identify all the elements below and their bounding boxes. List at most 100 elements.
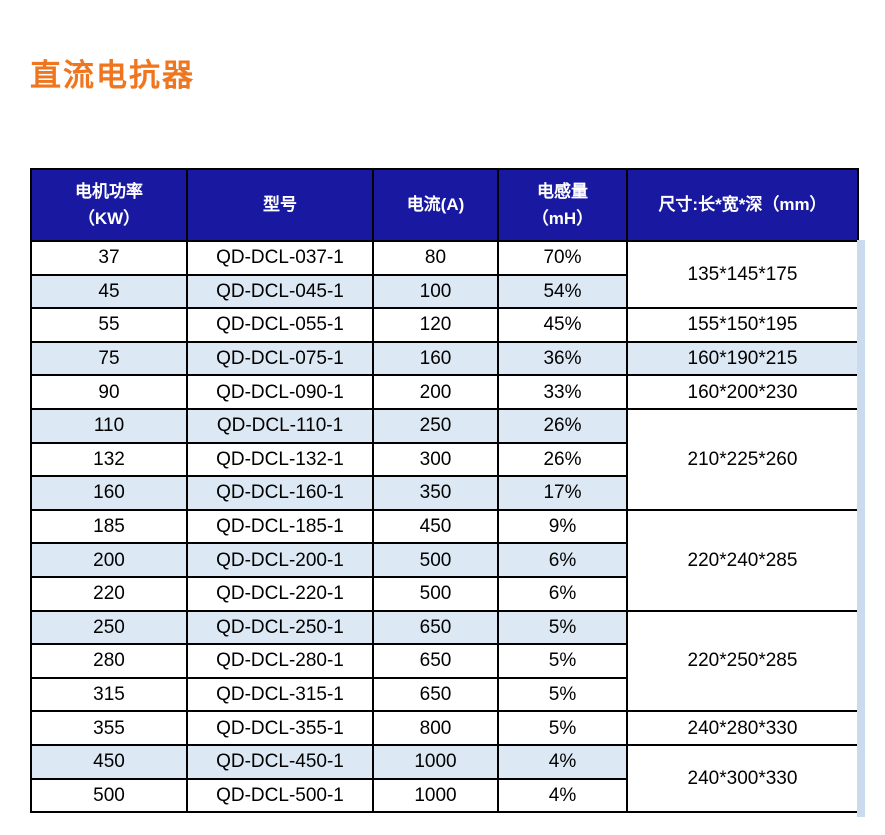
- table-row: 280 QD-DCL-280-1 650 5%: [30, 643, 858, 679]
- table-row: 220 QD-DCL-220-1 500 6%: [30, 575, 858, 612]
- table-row: 110 QD-DCL-110-1 250 26% 210*225*260: [30, 407, 859, 511]
- model-cell: QD-DCL-280-1: [186, 643, 374, 679]
- power-cell: 450: [30, 743, 188, 780]
- table-row: 450 QD-DCL-450-1 1000 4% 240*300*330: [30, 743, 859, 814]
- model-cell: QD-DCL-055-1: [186, 307, 374, 343]
- table-row: 355 QD-DCL-355-1 800 5% 240*280*330: [30, 710, 859, 746]
- dimensions-cell: 135*145*175: [626, 239, 859, 310]
- power-cell: 90: [30, 374, 188, 410]
- table-row: 90 QD-DCL-090-1 200 33% 160*200*230: [30, 374, 859, 410]
- model-cell: QD-DCL-250-1: [186, 609, 374, 646]
- current-cell: 650: [372, 676, 499, 713]
- dimensions-cell: 240*300*330: [626, 743, 859, 814]
- inductance-cell: 26%: [497, 441, 628, 478]
- inductance-cell: 5%: [497, 676, 628, 713]
- current-cell: 300: [372, 441, 499, 478]
- table-row: 132 QD-DCL-132-1 300 26%: [30, 441, 858, 478]
- dimensions-cell: 220*240*285: [626, 508, 859, 612]
- current-cell: 800: [372, 710, 499, 746]
- inductance-cell: 4%: [497, 777, 628, 814]
- model-cell: QD-DCL-500-1: [186, 777, 374, 814]
- power-cell: 355: [30, 710, 188, 746]
- table-row: 55 QD-DCL-055-1 120 45% 155*150*195: [30, 307, 859, 343]
- dimensions-cell: 220*250*285: [626, 609, 859, 713]
- power-cell: 37: [30, 240, 188, 276]
- col-header-power-line1: 电机功率: [75, 181, 143, 201]
- table-row: 37 QD-DCL-037-1 80 70% 135*145*175: [30, 239, 859, 310]
- model-cell: QD-DCL-110-1: [186, 407, 374, 444]
- table-row: 200 QD-DCL-200-1 500 6%: [30, 542, 858, 578]
- spec-table: 电机功率 （KW） 型号 电流(A) 电感量 （mH） 尺寸:长*宽*深（mm）…: [30, 168, 859, 814]
- dimensions-cell: 155*150*195: [626, 307, 859, 343]
- table-row: 500 QD-DCL-500-1 1000 4%: [30, 777, 858, 814]
- current-cell: 500: [372, 542, 499, 578]
- model-cell: QD-DCL-037-1: [186, 240, 374, 276]
- table-row: 185 QD-DCL-185-1 450 9% 220*240*285: [30, 508, 859, 612]
- inductance-cell: 54%: [497, 273, 628, 310]
- power-cell: 75: [30, 340, 188, 377]
- power-cell: 132: [30, 441, 188, 478]
- current-cell: 650: [372, 643, 499, 679]
- current-cell: 1000: [372, 777, 499, 814]
- inductance-cell: 33%: [497, 374, 628, 410]
- power-cell: 500: [30, 777, 188, 814]
- inductance-cell: 70%: [497, 240, 628, 276]
- model-cell: QD-DCL-132-1: [186, 441, 374, 478]
- header-row: 电机功率 （KW） 型号 电流(A) 电感量 （mH） 尺寸:长*宽*深（mm）: [30, 168, 859, 242]
- inductance-cell: 6%: [497, 542, 628, 578]
- table-row: 45 QD-DCL-045-1 100 54%: [30, 273, 858, 310]
- current-cell: 200: [372, 374, 499, 410]
- current-cell: 120: [372, 307, 499, 343]
- dimensions-cell: 240*280*330: [626, 710, 859, 746]
- model-cell: QD-DCL-075-1: [186, 340, 374, 377]
- col-header-inductance-line2: （mH）: [531, 209, 594, 228]
- power-cell: 220: [30, 575, 188, 612]
- col-header-power: 电机功率 （KW）: [30, 168, 188, 242]
- model-cell: QD-DCL-450-1: [186, 743, 374, 780]
- current-cell: 250: [372, 407, 499, 444]
- power-cell: 250: [30, 609, 188, 646]
- power-cell: 110: [30, 407, 188, 444]
- power-cell: 55: [30, 307, 188, 343]
- table-row: 160 QD-DCL-160-1 350 17%: [30, 475, 858, 511]
- model-cell: QD-DCL-045-1: [186, 273, 374, 310]
- inductance-cell: 5%: [497, 609, 628, 646]
- inductance-cell: 45%: [497, 307, 628, 343]
- current-cell: 500: [372, 575, 499, 612]
- dimensions-cell: 160*200*230: [626, 374, 859, 410]
- current-cell: 100: [372, 273, 499, 310]
- model-cell: QD-DCL-355-1: [186, 710, 374, 746]
- inductance-cell: 5%: [497, 643, 628, 679]
- current-cell: 1000: [372, 743, 499, 780]
- table-right-shadow: [857, 240, 865, 817]
- inductance-cell: 6%: [497, 575, 628, 612]
- table-row: 75 QD-DCL-075-1 160 36% 160*190*215: [30, 340, 859, 377]
- model-cell: QD-DCL-315-1: [186, 676, 374, 713]
- power-cell: 160: [30, 475, 188, 511]
- power-cell: 200: [30, 542, 188, 578]
- model-cell: QD-DCL-220-1: [186, 575, 374, 612]
- spec-table-container: 电机功率 （KW） 型号 电流(A) 电感量 （mH） 尺寸:长*宽*深（mm）…: [30, 168, 859, 814]
- current-cell: 350: [372, 475, 499, 511]
- page-title: 直流电抗器: [30, 58, 195, 93]
- model-cell: QD-DCL-090-1: [186, 374, 374, 410]
- col-header-dimensions: 尺寸:长*宽*深（mm）: [626, 168, 859, 242]
- table-row: 315 QD-DCL-315-1 650 5%: [30, 676, 858, 713]
- power-cell: 280: [30, 643, 188, 679]
- table-row: 250 QD-DCL-250-1 650 5% 220*250*285: [30, 609, 859, 713]
- power-cell: 45: [30, 273, 188, 310]
- dimensions-cell: 160*190*215: [626, 340, 859, 377]
- model-cell: QD-DCL-200-1: [186, 542, 374, 578]
- power-cell: 315: [30, 676, 188, 713]
- model-cell: QD-DCL-160-1: [186, 475, 374, 511]
- power-cell: 185: [30, 508, 188, 545]
- col-header-model: 型号: [186, 168, 374, 242]
- inductance-cell: 9%: [497, 508, 628, 545]
- inductance-cell: 26%: [497, 407, 628, 444]
- current-cell: 450: [372, 508, 499, 545]
- model-cell: QD-DCL-185-1: [186, 508, 374, 545]
- col-header-inductance-line1: 电感量: [537, 181, 588, 201]
- inductance-cell: 5%: [497, 710, 628, 746]
- inductance-cell: 36%: [497, 340, 628, 377]
- dimensions-cell: 210*225*260: [626, 407, 859, 511]
